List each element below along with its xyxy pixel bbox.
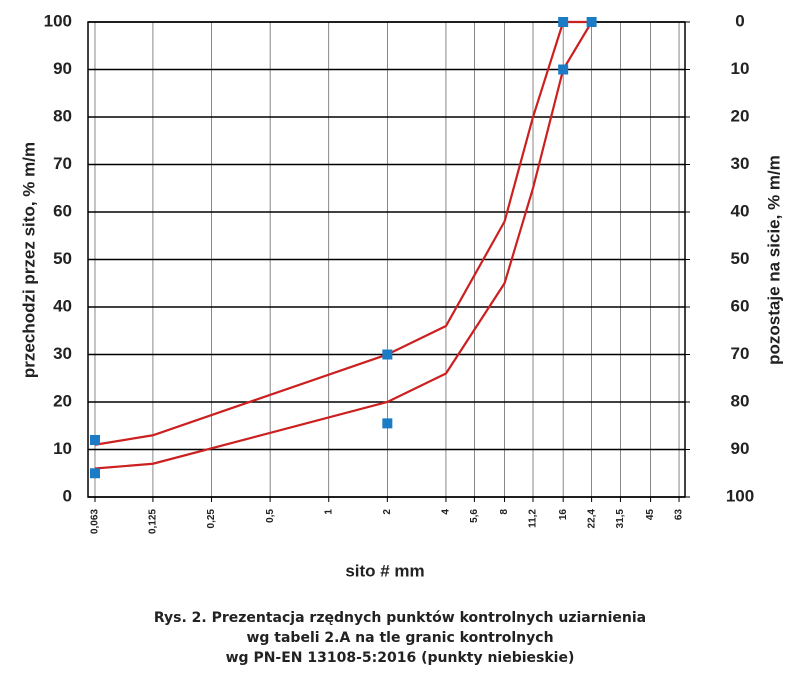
x-tick-label: 31,5 <box>615 509 626 529</box>
y2-tick-label: 60 <box>731 296 750 315</box>
limit-line <box>94 21 593 470</box>
point <box>89 435 100 445</box>
y-tick-label: 60 <box>53 201 72 220</box>
x-tick-label: 8 <box>499 509 510 515</box>
x-tick-label: 45 <box>645 509 656 521</box>
y-tick-label: 0 <box>63 486 72 505</box>
x-tick-label: 63 <box>674 509 685 521</box>
y-tick-label: 90 <box>53 59 72 78</box>
y2-tick-label: 100 <box>726 486 754 505</box>
x-tick-label: 0,125 <box>148 509 159 534</box>
x-tick-label: 11,2 <box>528 509 539 528</box>
x-tick-label: 5,6 <box>469 509 480 523</box>
point <box>586 17 597 27</box>
y2-tick-label: 40 <box>731 201 750 220</box>
caption-line: wg tabeli 2.A na tle granic kontrolnych <box>246 630 553 646</box>
y-tick-label: 50 <box>53 249 72 268</box>
y2-tick-label: 70 <box>731 344 750 363</box>
x-tick-label: 0,5 <box>265 509 276 523</box>
y-tick-label: 20 <box>53 391 72 410</box>
y-tick-label: 70 <box>53 154 72 173</box>
caption-line: wg PN-EN 13108-5:2016 (punkty niebieskie… <box>226 650 575 666</box>
x-tick-label: 4 <box>441 509 452 515</box>
y2-tick-label: 10 <box>731 59 750 78</box>
y2-tick-label: 30 <box>731 154 750 173</box>
y2-tick-label: 90 <box>731 439 750 458</box>
y2-tick-label: 80 <box>731 391 750 410</box>
point <box>382 418 393 429</box>
point <box>382 349 393 360</box>
point <box>89 468 100 479</box>
y-tick-label: 30 <box>53 344 72 363</box>
y-axis-label: przechodzi przez sito, % m/m <box>19 142 38 378</box>
x-axis-label: sito # mm <box>345 561 424 580</box>
x-tick-label: 0,063 <box>90 509 101 534</box>
x-tick-label: 22,4 <box>586 509 597 529</box>
y-tick-label: 40 <box>53 296 72 315</box>
x-tick-label: 0,25 <box>206 509 217 529</box>
x-tick-label: 1 <box>323 509 334 515</box>
y-tick-label: 10 <box>53 439 72 458</box>
y2-tick-label: 20 <box>731 106 750 125</box>
point <box>558 17 569 27</box>
x-tick-label: 2 <box>382 509 393 515</box>
x-tick-label: 16 <box>558 509 569 521</box>
y-tick-label: 80 <box>53 106 72 125</box>
y2-axis-label: pozostaje na sicie, % m/m <box>764 155 783 365</box>
y-tick-label: 100 <box>44 11 72 30</box>
y2-tick-label: 50 <box>731 249 750 268</box>
plot-frame <box>87 21 686 498</box>
caption-line: Rys. 2. Prezentacja rzędnych punktów kon… <box>154 610 646 626</box>
point <box>558 64 569 75</box>
y2-tick-label: 0 <box>735 11 744 30</box>
limit-line <box>94 20 592 446</box>
